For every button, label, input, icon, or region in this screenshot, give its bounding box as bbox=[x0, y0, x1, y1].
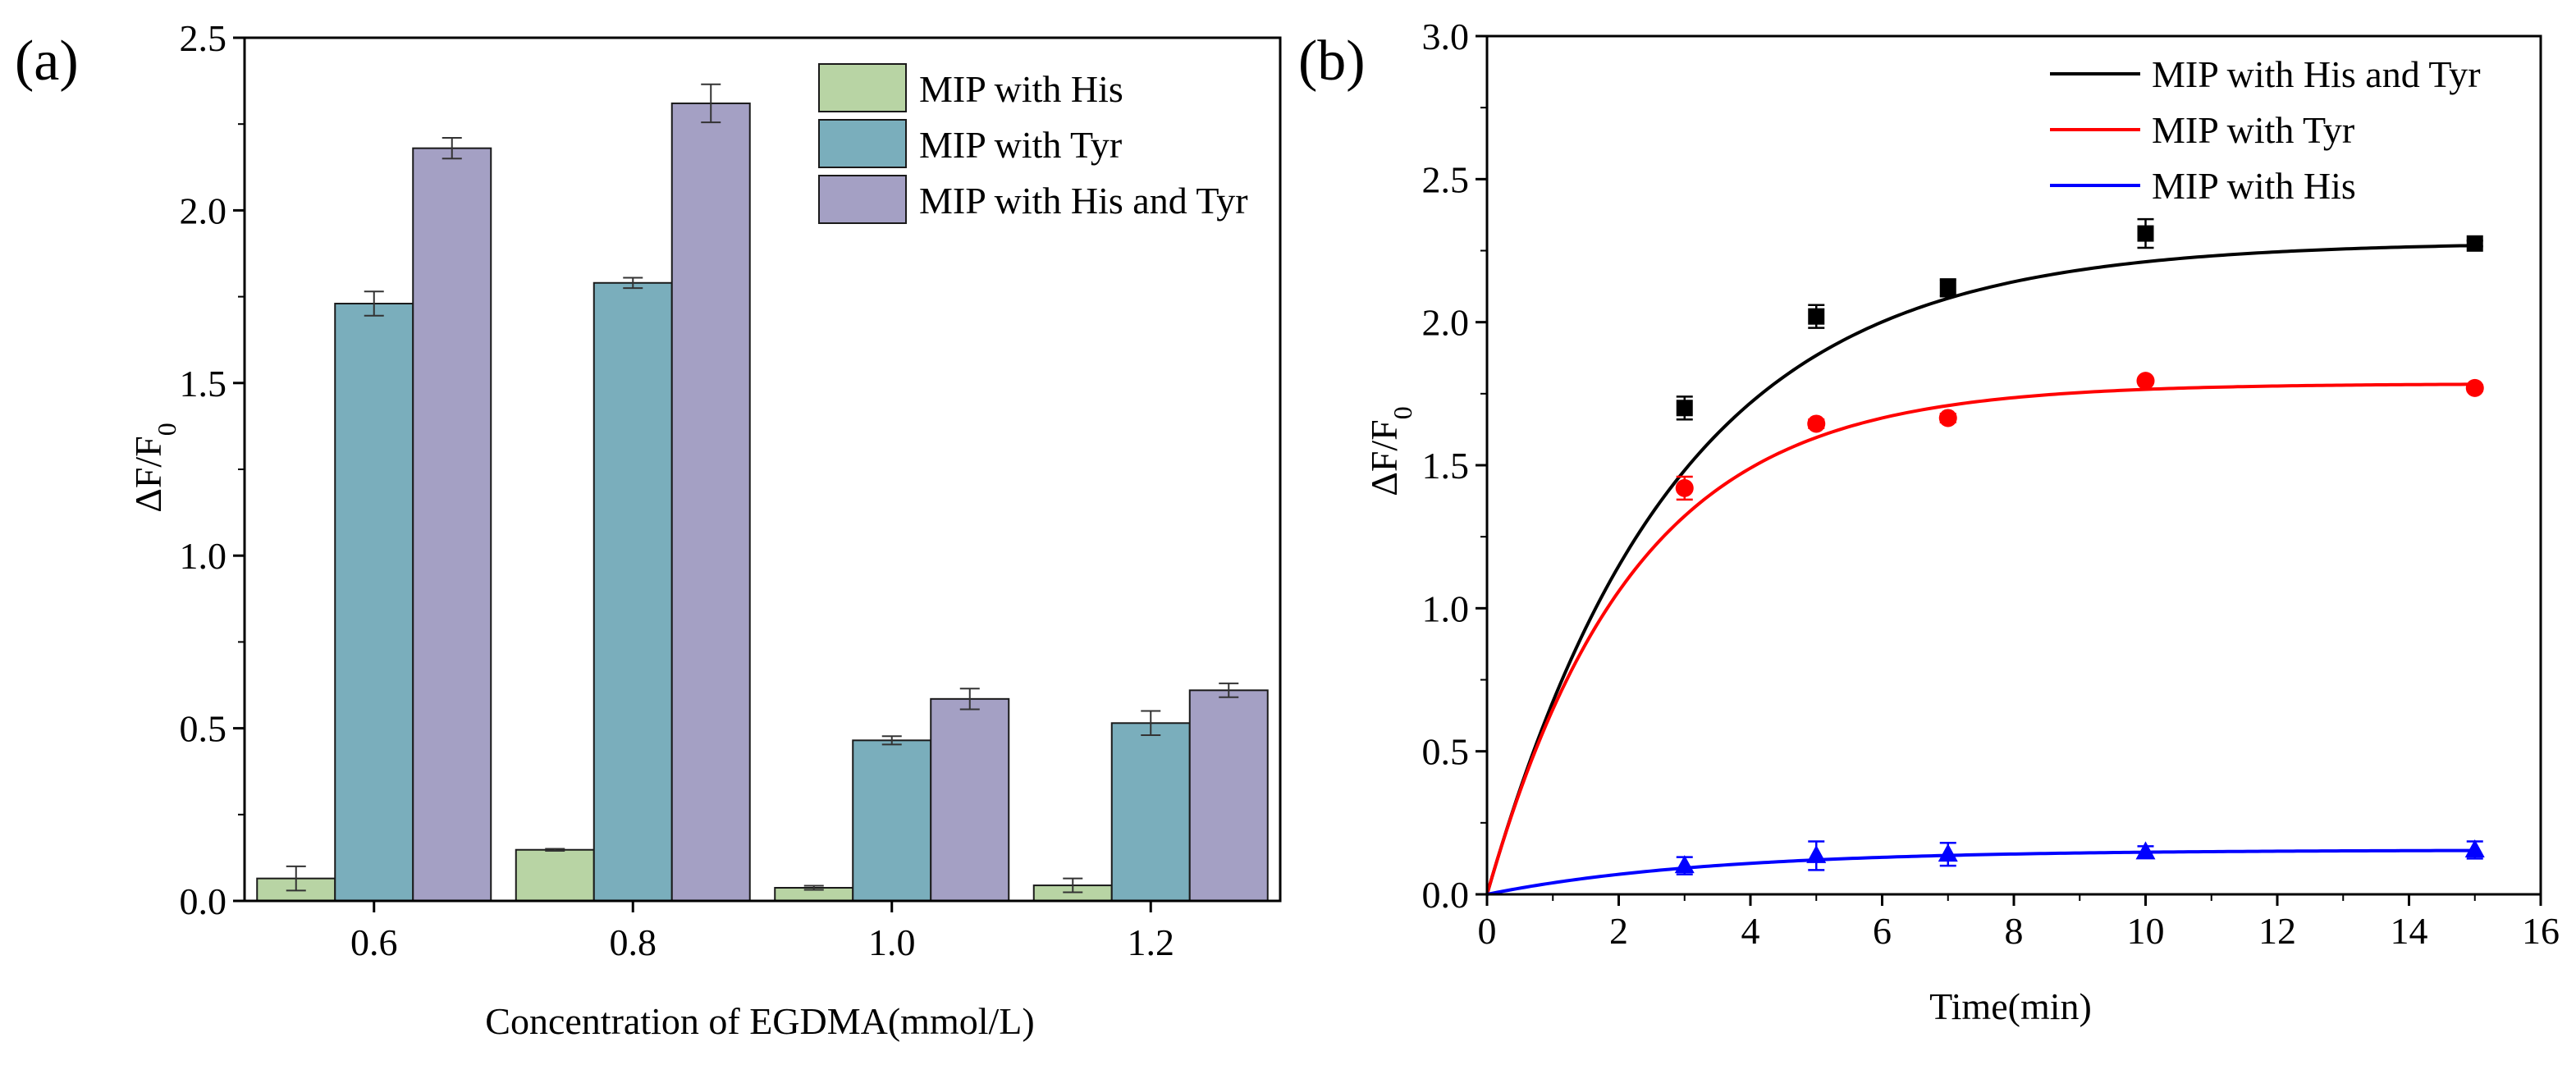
y-tick-label-1.5: 1.5 bbox=[1422, 445, 1470, 487]
fit-curve-2 bbox=[1485, 382, 2475, 895]
kinetics-axes: 0 2 4 6 8 10 12 14 16 0.0 0.5 1.0 1.5 2.0 2.5 3.0 bbox=[1422, 16, 2560, 952]
panel-label-a: (a) bbox=[15, 30, 79, 93]
bar-2-0.6 bbox=[334, 303, 414, 902]
kinetics-y-axis-label: ΔF/F0 bbox=[1363, 406, 1417, 496]
x-tick-label-16: 16 bbox=[2522, 910, 2560, 952]
legend-swatch-3 bbox=[818, 175, 907, 224]
y-tick-label-3.0: 3.0 bbox=[1422, 16, 1470, 57]
x-tick-label-4: 4 bbox=[1741, 910, 1760, 952]
x-tick-label-14: 14 bbox=[2391, 910, 2428, 952]
bar-chart-y-axis-label: ΔF/F0 bbox=[127, 423, 181, 513]
y-tick-label-1.0: 1.0 bbox=[180, 535, 227, 577]
x-tick-label-2: 2 bbox=[1609, 910, 1628, 952]
y-tick-label-2.5: 2.5 bbox=[180, 17, 227, 59]
data-point-1-3 bbox=[1939, 279, 1956, 296]
legend-label-3: MIP with His bbox=[2152, 165, 2356, 207]
bar-1-0.8 bbox=[515, 848, 595, 902]
data-point-3-1 bbox=[1674, 855, 1695, 874]
y-tick-label-1.0: 1.0 bbox=[1422, 587, 1470, 629]
bar-chart-y-axis-label-subscript: 0 bbox=[152, 423, 181, 436]
data-point-2-4 bbox=[2136, 372, 2155, 391]
x-tick-label-1.2: 1.2 bbox=[1128, 921, 1175, 963]
y-tick-label-2.0: 2.0 bbox=[180, 190, 227, 231]
fit-curve-3 bbox=[1486, 848, 2475, 896]
bar-3-0.6 bbox=[412, 147, 492, 902]
bar-3-1.2 bbox=[1188, 689, 1269, 902]
data-point-2-1 bbox=[1675, 478, 1694, 497]
bar-2-1.2 bbox=[1110, 722, 1191, 903]
data-point-3-3 bbox=[1938, 843, 1958, 862]
bar-chart-legend: MIP with His MIP with Tyr MIP with His and… bbox=[818, 63, 1248, 224]
data-point-3-4 bbox=[2135, 841, 2156, 860]
bar-2-0.8 bbox=[593, 281, 673, 902]
legend-label-3: MIP with His and Tyr bbox=[919, 180, 1248, 222]
data-point-2-2 bbox=[1807, 414, 1826, 433]
data-point-1-2 bbox=[1808, 308, 1825, 325]
bar-chart-panel-a: 0.6 0.8 1.0 1.2 0.0 0.5 1.0 1.5 2.0 2.5 MIP with … bbox=[127, 17, 1282, 1042]
bar-chart-x-axis-label: Concentration of EGDMA(mmol/L) bbox=[485, 1000, 1034, 1042]
bar-chart-bars bbox=[256, 83, 1269, 903]
y-tick-label-2.0: 2.0 bbox=[1422, 302, 1470, 344]
y-tick-label-0.5: 0.5 bbox=[1422, 731, 1470, 773]
x-tick-label-10: 10 bbox=[2127, 910, 2165, 952]
kinetics-y-axis-label-subscript: 0 bbox=[1388, 406, 1417, 419]
fit-curve-1 bbox=[1485, 244, 2475, 895]
x-tick-label-0.8: 0.8 bbox=[610, 921, 657, 963]
kinetics-y-axis-label-main: ΔF/F bbox=[1363, 419, 1405, 496]
y-tick-label-0.0: 0.0 bbox=[180, 880, 227, 922]
legend-label-1: MIP with His and Tyr bbox=[2152, 53, 2481, 95]
legend-swatch-2 bbox=[818, 119, 907, 168]
kinetics-x-axis-label: Time(min) bbox=[1929, 985, 2092, 1027]
legend-label-2: MIP with Tyr bbox=[2152, 109, 2354, 151]
legend-swatch-1 bbox=[818, 63, 907, 112]
x-tick-label-6: 6 bbox=[1873, 910, 1892, 952]
kinetics-data-points bbox=[1674, 217, 2485, 875]
y-tick-label-1.5: 1.5 bbox=[180, 363, 227, 405]
x-tick-label-1.0: 1.0 bbox=[868, 921, 916, 963]
bar-chart-y-axis-label-main: ΔF/F bbox=[127, 436, 169, 513]
legend-label-2: MIP with Tyr bbox=[919, 124, 1122, 166]
y-tick-label-0.0: 0.0 bbox=[1422, 874, 1470, 916]
data-point-2-5 bbox=[2465, 378, 2484, 397]
panel-label-b: (b) bbox=[1298, 30, 1366, 93]
kinetics-fit-curves bbox=[1485, 244, 2475, 896]
data-point-1-5 bbox=[2466, 235, 2483, 252]
kinetics-chart-panel-b: 0 2 4 6 8 10 12 14 16 0.0 0.5 1.0 1.5 2.0 2.5 3.0 MIP w… bbox=[1363, 16, 2560, 1027]
data-point-3-5 bbox=[2464, 839, 2485, 857]
y-tick-label-0.5: 0.5 bbox=[180, 708, 227, 750]
x-tick-label-8: 8 bbox=[2005, 910, 2024, 952]
data-point-3-2 bbox=[1806, 844, 1827, 863]
data-point-1-1 bbox=[1676, 400, 1693, 417]
bar-2-1.0 bbox=[852, 739, 932, 902]
x-tick-label-12: 12 bbox=[2258, 910, 2296, 952]
bar-3-0.8 bbox=[670, 102, 751, 902]
data-point-2-3 bbox=[1938, 409, 1957, 427]
kinetics-legend: MIP with His and Tyr MIP with Tyr MIP with… bbox=[2050, 53, 2481, 207]
bar-3-1.0 bbox=[930, 697, 1010, 902]
x-tick-label-0: 0 bbox=[1478, 910, 1497, 952]
bar-chart-axes: 0.6 0.8 1.0 1.2 0.0 0.5 1.0 1.5 2.0 2.5 bbox=[180, 17, 1282, 963]
y-tick-label-2.5: 2.5 bbox=[1422, 158, 1470, 200]
data-point-1-4 bbox=[2137, 225, 2154, 242]
plot-frame bbox=[1485, 34, 2542, 896]
x-tick-label-0.6: 0.6 bbox=[350, 921, 398, 963]
legend-label-1: MIP with His bbox=[919, 68, 1123, 110]
